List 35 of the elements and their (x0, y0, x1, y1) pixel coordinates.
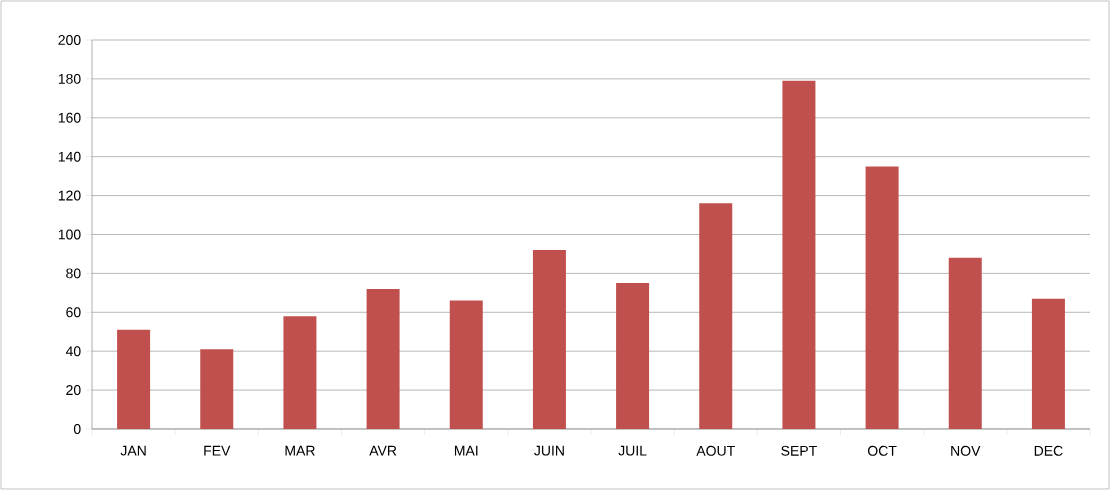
x-tick-label: DEC (1034, 445, 1063, 456)
y-tick-label: 160 (58, 112, 81, 123)
y-tick-label: 180 (58, 73, 81, 84)
x-tick-label: AOUT (696, 445, 735, 456)
x-tick-label: SEPT (781, 445, 817, 456)
bar (283, 316, 317, 429)
y-tick-label: 100 (58, 229, 81, 240)
bar (948, 257, 982, 429)
bar (616, 283, 650, 429)
bar (366, 288, 400, 429)
x-tick-label: JUIL (618, 445, 647, 456)
y-tick-label: 120 (58, 190, 81, 201)
bar (449, 300, 483, 429)
bar (782, 80, 816, 429)
y-tick-label: 200 (58, 35, 81, 45)
x-tick-label: OCT (867, 445, 897, 456)
x-tick-label: JUIN (534, 445, 564, 456)
y-tick-label: 40 (65, 346, 81, 357)
x-tick-label: NOV (951, 445, 981, 456)
bar (1031, 298, 1065, 429)
bar (117, 329, 151, 429)
bar (200, 349, 234, 429)
x-tick-label: MAR (285, 445, 315, 456)
y-tick-label: 60 (66, 307, 81, 318)
bar (699, 203, 733, 429)
x-tick-label: JAN (120, 445, 146, 456)
x-tick-label: AVR (369, 445, 397, 456)
bar (532, 250, 566, 429)
y-tick-label: 20 (66, 385, 81, 396)
y-tick-label: 140 (58, 151, 81, 162)
y-tick-label: 80 (66, 268, 81, 279)
x-tick-label: FEV (204, 445, 231, 456)
bar (865, 166, 899, 429)
y-tick-label: 0 (73, 424, 81, 434)
x-tick-label: MAI (454, 445, 478, 456)
